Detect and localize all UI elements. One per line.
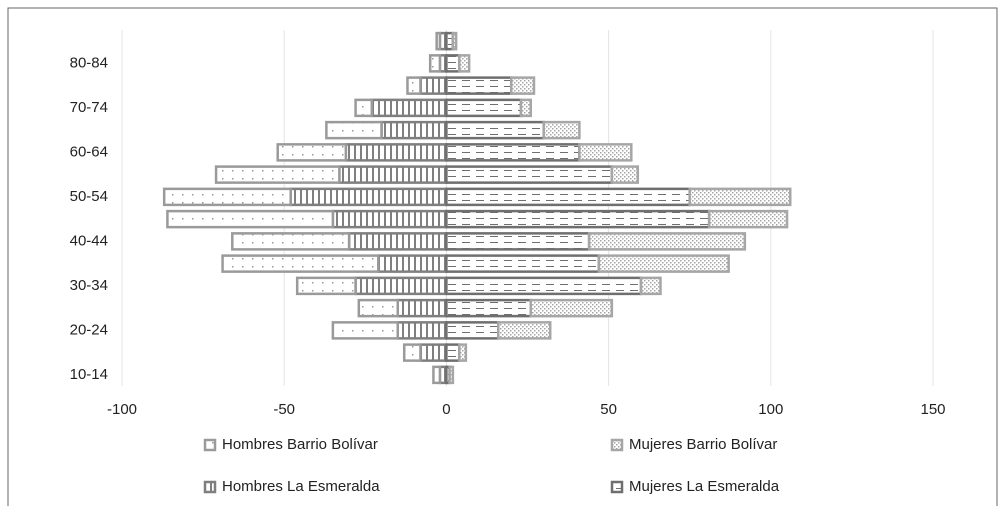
bar xyxy=(445,76,513,95)
bar xyxy=(445,143,581,162)
bar xyxy=(458,54,471,73)
bar xyxy=(587,232,747,251)
y-tick-label: 80-84 xyxy=(70,54,108,71)
x-tick-label: 150 xyxy=(920,401,945,418)
legend-label: Mujeres La Esmeralda xyxy=(629,478,780,495)
y-tick-label: 30-34 xyxy=(70,277,108,294)
bar xyxy=(344,143,448,162)
bar xyxy=(542,120,581,140)
bar xyxy=(380,120,448,140)
bar xyxy=(445,232,591,251)
bar xyxy=(445,254,601,273)
bar xyxy=(445,276,643,296)
bar xyxy=(445,298,532,318)
bar xyxy=(458,343,468,362)
legend-swatch xyxy=(203,480,217,494)
bar xyxy=(295,276,357,296)
bar xyxy=(396,321,448,340)
bar xyxy=(432,365,442,385)
bar xyxy=(214,165,341,184)
bar xyxy=(445,321,500,340)
x-tick-label: 100 xyxy=(758,401,783,418)
bar xyxy=(529,298,614,318)
y-tick-label: 20-24 xyxy=(70,321,108,338)
bar xyxy=(497,321,552,340)
x-tick-label: -50 xyxy=(273,401,295,418)
bar xyxy=(688,187,792,207)
bar xyxy=(445,165,614,184)
legend-label: Hombres La Esmeralda xyxy=(222,478,380,495)
frame xyxy=(7,7,998,506)
bar xyxy=(428,54,442,73)
bar xyxy=(370,98,448,118)
y-tick-label: 60-64 xyxy=(70,143,108,160)
bar xyxy=(402,343,422,362)
bar xyxy=(325,120,383,140)
bar xyxy=(610,165,640,184)
bar xyxy=(597,254,730,273)
bar xyxy=(419,76,448,95)
bar xyxy=(578,143,633,162)
bar xyxy=(396,298,448,318)
bar xyxy=(435,31,442,51)
bar xyxy=(354,98,374,118)
y-tick-label: 70-74 xyxy=(70,99,108,116)
bar xyxy=(231,232,351,251)
bar xyxy=(445,98,523,118)
bar xyxy=(406,76,422,95)
bar xyxy=(639,276,662,296)
bar xyxy=(276,143,348,162)
bar xyxy=(519,98,532,118)
legend-swatch xyxy=(203,438,217,452)
legend-label: Hombres Barrio Bolívar xyxy=(222,436,378,453)
bar xyxy=(510,76,536,95)
y-tick-label: 10-14 xyxy=(70,366,108,383)
bar xyxy=(419,343,448,362)
bar xyxy=(357,298,399,318)
y-tick-label: 50-54 xyxy=(70,188,108,205)
bar xyxy=(445,187,691,207)
bar xyxy=(338,165,448,184)
bar xyxy=(289,187,448,207)
legend-label: Mujeres Barrio Bolívar xyxy=(629,436,777,453)
legend-swatch xyxy=(610,438,624,452)
x-tick-label: 50 xyxy=(600,401,617,418)
bar xyxy=(445,209,711,229)
legend-swatch xyxy=(610,480,624,494)
bar xyxy=(445,54,461,73)
x-tick-label: -100 xyxy=(107,401,137,418)
bar xyxy=(451,31,458,51)
bar xyxy=(448,365,455,385)
bar xyxy=(347,232,448,251)
bar xyxy=(162,187,292,207)
bar xyxy=(331,209,448,229)
y-tick-label: 40-44 xyxy=(70,232,108,249)
bar xyxy=(221,254,380,273)
bar xyxy=(445,120,545,140)
bar xyxy=(331,321,399,340)
bar xyxy=(377,254,448,273)
bar xyxy=(166,209,335,229)
bar xyxy=(445,343,461,362)
bar xyxy=(707,209,789,229)
bar xyxy=(354,276,448,296)
x-tick-label: 0 xyxy=(442,401,450,418)
